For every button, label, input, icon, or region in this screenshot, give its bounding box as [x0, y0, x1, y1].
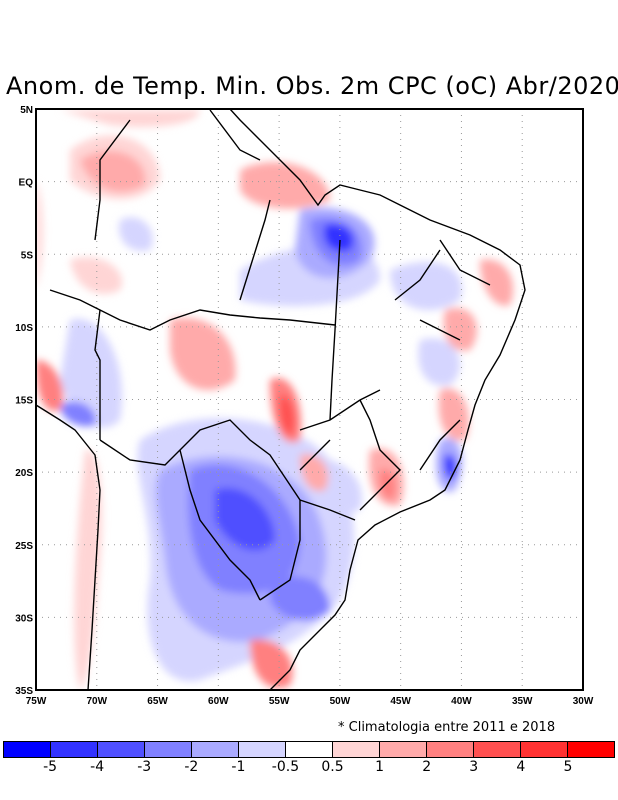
- lat-label: 25S: [15, 541, 33, 552]
- country-borders: [49, 109, 491, 601]
- borders: [36, 109, 526, 690]
- colorbar-label: -3: [137, 759, 152, 775]
- coastline: [36, 109, 526, 690]
- colorbar-label: 4: [516, 759, 526, 775]
- colorbar-label: -2: [184, 759, 199, 775]
- colorbar-swatch: [51, 742, 98, 757]
- colorbar-swatch: [286, 742, 333, 757]
- lon-label: 65W: [147, 696, 168, 707]
- colorbar-label: -5: [43, 759, 58, 775]
- colorbar-swatch: [380, 742, 427, 757]
- map-title: Anom. de Temp. Min. Obs. 2m CPC (oC) Abr…: [6, 72, 618, 100]
- lat-label: 5N: [20, 105, 33, 116]
- lat-label: 10S: [15, 323, 33, 334]
- lat-label: 5S: [21, 250, 34, 261]
- colorbar-swatch: [239, 742, 286, 757]
- colorbar-swatch: [98, 742, 145, 757]
- colorbar-label: -1: [231, 759, 246, 775]
- lon-label: 50W: [330, 696, 351, 707]
- colorbar-swatch: [192, 742, 239, 757]
- lon-label: 70W: [86, 696, 107, 707]
- lon-label: 60W: [208, 696, 229, 707]
- lat-label: 35S: [15, 686, 33, 697]
- colorbar: [3, 741, 615, 758]
- lat-label: EQ: [19, 178, 34, 189]
- colorbar-swatch: [427, 742, 474, 757]
- lon-label: 35W: [512, 696, 533, 707]
- colorbar-label: 3: [469, 759, 479, 775]
- colorbar-label: 5: [563, 759, 573, 775]
- lon-label: 30W: [573, 696, 594, 707]
- lat-label: 15S: [15, 396, 33, 407]
- colorbar-swatch: [145, 742, 192, 757]
- colorbar-swatch: [333, 742, 380, 757]
- lat-label: 30S: [15, 613, 33, 624]
- colorbar-swatch: [521, 742, 568, 757]
- colorbar-swatch: [474, 742, 521, 757]
- anomaly-fields: [36, 110, 514, 690]
- lon-label: 55W: [269, 696, 290, 707]
- colorbar-swatch: [4, 742, 51, 757]
- colorbar-label: 0.5: [321, 759, 344, 775]
- colorbar-label: -4: [90, 759, 105, 775]
- map-frame: [35, 108, 584, 691]
- climatology-note: * Climatologia entre 2011 e 2018: [338, 720, 556, 735]
- lon-label: 75W: [26, 696, 47, 707]
- colorbar-label: 1: [375, 759, 385, 775]
- anomaly-map: 75W 70W 65W 60W 55W 50W 45W 40W 35W 30W 5N EQ 5S 10S 1…: [15, 105, 594, 707]
- colorbar-label: -0.5: [271, 759, 300, 775]
- lon-label: 45W: [390, 696, 411, 707]
- lon-label: 40W: [451, 696, 472, 707]
- colorbar-label: 2: [422, 759, 432, 775]
- lat-label: 20S: [15, 468, 33, 479]
- colorbar-swatch: [568, 742, 614, 757]
